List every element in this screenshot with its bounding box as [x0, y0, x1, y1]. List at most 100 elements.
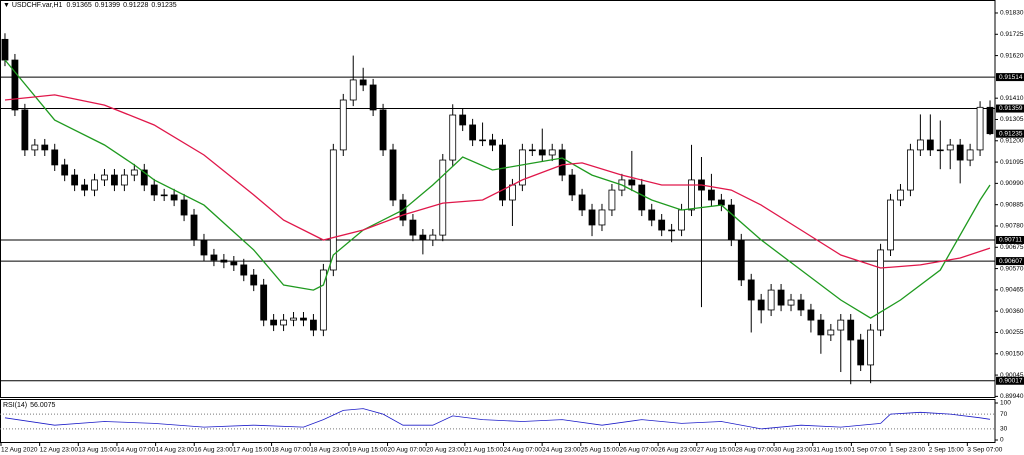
rsi-current: 56.0075 [30, 402, 55, 409]
candle-body [787, 299, 795, 306]
candle-body [150, 184, 158, 196]
candle-body [339, 99, 347, 151]
y-tick-label: 0.90465 [1000, 287, 1024, 294]
candle-body [439, 159, 447, 236]
candle-body [817, 319, 825, 336]
price-label: 0.90711 [999, 237, 1022, 244]
candle-body [956, 144, 964, 161]
candle-body [678, 209, 685, 231]
y-tick-label: 0.90780 [1000, 223, 1024, 230]
candle-body [449, 114, 457, 161]
x-tick-label: 3 Sep 07:00 [967, 447, 1002, 454]
y-tick-label: 0.90045 [1000, 372, 1024, 379]
candle-body [111, 174, 118, 186]
symbol-title: USDCHF.var,H1 [12, 2, 63, 9]
candle-body [688, 179, 695, 211]
x-tick-label: 26 Aug 07:00 [619, 447, 658, 454]
candle-body [907, 149, 914, 191]
price-label: 0.91359 [999, 105, 1023, 112]
header-high: 0.91399 [95, 2, 120, 9]
candle-body [489, 139, 496, 146]
candle-body [220, 259, 228, 263]
candle-body [349, 79, 357, 101]
x-tick-label: 24 Aug 07:00 [504, 447, 543, 454]
x-tick-label: 20 Aug 07:00 [388, 447, 427, 454]
price-label-bg [996, 73, 1024, 82]
candle-body [260, 284, 268, 321]
candle-body [847, 319, 855, 341]
x-tick-label: 31 Aug 15:00 [813, 447, 852, 454]
candle-body [359, 79, 367, 86]
candle-body [389, 149, 397, 201]
x-tick-label: 18 Aug 23:00 [310, 447, 349, 454]
candle-body [31, 144, 39, 151]
candle-body [101, 174, 108, 181]
candle-body [867, 329, 875, 366]
x-tick-label: 27 Aug 15:00 [697, 447, 736, 454]
candle-body [61, 164, 69, 176]
candle-body [717, 199, 725, 206]
price-label: 0.90017 [999, 377, 1023, 384]
header-low: 0.91228 [123, 2, 148, 9]
candle-body [558, 149, 566, 176]
candle-body [91, 179, 98, 191]
candle-body [160, 194, 168, 197]
candle-body [21, 109, 29, 151]
candle-body [777, 289, 785, 306]
candle-body [946, 144, 954, 151]
y-tick-label: 0.90150 [1000, 350, 1024, 357]
plot-layer [0, 12, 998, 441]
y-tick-label: 0.91410 [1000, 95, 1024, 102]
y-tick-label: 0.91200 [1000, 137, 1024, 144]
price-label-bg [996, 235, 1024, 244]
rsi-tick-label: 70 [1000, 411, 1008, 418]
header-close: 0.91235 [151, 2, 176, 9]
candle-body [936, 149, 944, 152]
candle-body [887, 199, 894, 251]
rsi-header: RSI(14) 56.0075 [3, 402, 56, 409]
x-tick-label: 18 Aug 07:00 [272, 447, 311, 454]
x-tick-label: 12 Aug 23:00 [40, 447, 79, 454]
candle-body [757, 299, 765, 311]
rsi-title: RSI(14) [3, 402, 27, 409]
candle-body [140, 169, 148, 186]
candle-body [538, 149, 546, 156]
candle-body [628, 179, 636, 186]
price-label-bg [996, 104, 1024, 113]
candle-body [379, 109, 387, 151]
candle-body [857, 339, 865, 366]
price-label-bg [996, 376, 1024, 385]
candle-body [509, 184, 516, 201]
candle-body [827, 329, 835, 336]
x-tick-label: 14 Aug 07:00 [117, 447, 156, 454]
candle-body [81, 184, 88, 191]
candle-body [648, 209, 656, 221]
x-tick-label: 21 Aug 15:00 [465, 447, 504, 454]
candle-body [250, 274, 258, 286]
x-tick-label: 1 Sep 07:00 [851, 447, 886, 454]
price-label-bg [996, 257, 1024, 266]
candle-body [190, 214, 198, 241]
candle-body [369, 84, 377, 111]
candle-body [290, 317, 297, 321]
candle-body [528, 149, 536, 152]
candle-body [429, 234, 437, 241]
x-tick-label: 1 Sep 23:00 [890, 447, 925, 454]
candle-body [180, 199, 188, 216]
candle-body [897, 189, 904, 201]
candle-body [986, 106, 994, 135]
candle-body [976, 106, 984, 151]
candle-body [837, 319, 845, 331]
candle-body [130, 169, 138, 176]
y-tick-label: 0.90885 [1000, 201, 1024, 208]
candle-body [548, 149, 556, 156]
y-tick-label: 0.90675 [1000, 244, 1024, 251]
candle-body [658, 219, 666, 231]
candle-body [479, 139, 486, 142]
candle-body [200, 239, 208, 256]
x-tick-label: 2 Sep 15:00 [929, 447, 964, 454]
candle-body [668, 229, 676, 232]
candle-body [459, 114, 467, 126]
candle-body [270, 319, 278, 326]
candle-body [608, 189, 616, 211]
